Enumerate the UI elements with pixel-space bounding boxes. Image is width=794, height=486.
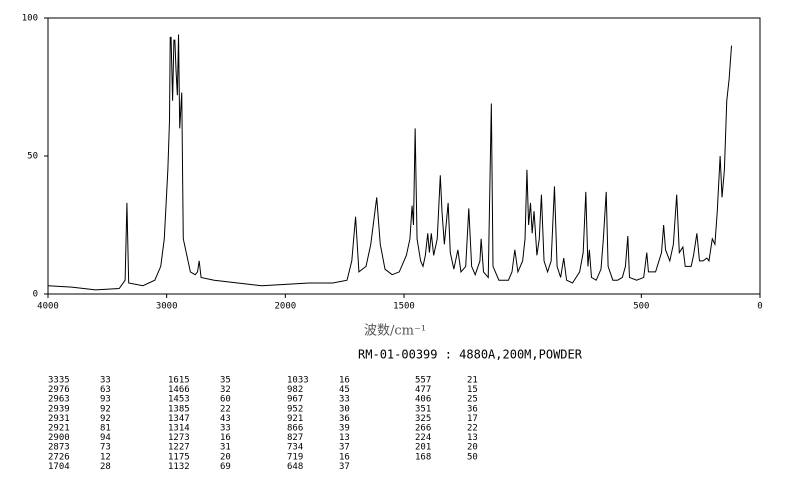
peak-intensity: 92 <box>100 404 111 414</box>
peak-intensity: 13 <box>467 433 478 443</box>
peak-intensity: 33 <box>100 376 111 386</box>
peak-wavenumber: 1615 <box>168 376 190 386</box>
peak-intensity: 43 <box>220 414 231 424</box>
peak-wavenumber: 168 <box>415 452 431 462</box>
peak-intensity: 16 <box>220 433 231 443</box>
peak-wavenumber: 1314 <box>168 424 190 434</box>
peak-wavenumber: 477 <box>415 385 431 395</box>
peak-wavenumber: 557 <box>415 376 431 386</box>
peak-wavenumber: 224 <box>415 433 431 443</box>
peak-intensity: 32 <box>220 385 231 395</box>
peak-intensity: 25 <box>467 395 478 405</box>
peak-intensity: 35 <box>220 376 231 386</box>
peak-intensity: 20 <box>220 452 231 462</box>
peak-wavenumber: 2939 <box>48 404 70 414</box>
peak-intensity: 50 <box>467 452 478 462</box>
peak-intensity: 22 <box>220 404 231 414</box>
x-tick-label: 4000 <box>37 302 59 312</box>
peak-intensity: 73 <box>100 443 111 453</box>
peak-wavenumber: 952 <box>287 404 303 414</box>
peak-intensity: 13 <box>339 433 350 443</box>
peak-intensity: 33 <box>339 395 350 405</box>
x-tick-label: 1500 <box>393 302 415 312</box>
peak-wavenumber: 967 <box>287 395 303 405</box>
peak-intensity: 21 <box>467 376 478 386</box>
peak-wavenumber: 266 <box>415 424 431 434</box>
x-axis-label: 波数/cm⁻¹ <box>364 324 426 339</box>
peak-wavenumber: 1227 <box>168 443 190 453</box>
peak-wavenumber: 1466 <box>168 385 190 395</box>
peak-wavenumber: 648 <box>287 462 303 472</box>
peak-intensity: 30 <box>339 404 350 414</box>
peak-wavenumber: 1175 <box>168 452 190 462</box>
peak-intensity: 36 <box>467 404 478 414</box>
peak-intensity: 60 <box>220 395 231 405</box>
peak-wavenumber: 1273 <box>168 433 190 443</box>
peak-intensity: 69 <box>220 462 231 472</box>
peak-wavenumber: 3335 <box>48 376 70 386</box>
peak-wavenumber: 2873 <box>48 443 70 453</box>
peak-intensity: 17 <box>467 414 478 424</box>
peak-wavenumber: 201 <box>415 443 431 453</box>
y-tick-label: 0 <box>33 290 38 300</box>
peak-wavenumber: 1385 <box>168 404 190 414</box>
peak-intensity: 93 <box>100 395 111 405</box>
x-tick-label: 2000 <box>274 302 296 312</box>
peak-wavenumber: 2921 <box>48 424 70 434</box>
peak-intensity: 37 <box>339 443 350 453</box>
peak-intensity: 63 <box>100 385 111 395</box>
peak-wavenumber: 406 <box>415 395 431 405</box>
peak-intensity: 39 <box>339 424 350 434</box>
peak-wavenumber: 719 <box>287 452 303 462</box>
peak-intensity: 16 <box>339 452 350 462</box>
x-tick-label: 0 <box>757 302 762 312</box>
peak-intensity: 36 <box>339 414 350 424</box>
peak-wavenumber: 325 <box>415 414 431 424</box>
peak-wavenumber: 2976 <box>48 385 70 395</box>
peak-intensity: 37 <box>339 462 350 472</box>
subtitle: RM-01-00399 : 4880A,200M,POWDER <box>358 348 583 362</box>
peak-wavenumber: 1453 <box>168 395 190 405</box>
peak-wavenumber: 1033 <box>287 376 309 386</box>
peak-intensity: 45 <box>339 385 350 395</box>
peak-intensity: 16 <box>339 376 350 386</box>
peak-wavenumber: 827 <box>287 433 303 443</box>
peak-intensity: 20 <box>467 443 478 453</box>
peak-wavenumber: 1704 <box>48 462 70 472</box>
peak-wavenumber: 2963 <box>48 395 70 405</box>
peak-wavenumber: 2931 <box>48 414 70 424</box>
peak-intensity: 81 <box>100 424 111 434</box>
peak-wavenumber: 2900 <box>48 433 70 443</box>
peak-wavenumber: 1132 <box>168 462 190 472</box>
peak-wavenumber: 866 <box>287 424 303 434</box>
peak-wavenumber: 921 <box>287 414 303 424</box>
peak-intensity: 31 <box>220 443 231 453</box>
peak-intensity: 12 <box>100 452 111 462</box>
y-tick-label: 100 <box>22 14 38 24</box>
x-tick-label: 3000 <box>156 302 178 312</box>
x-tick-label: 500 <box>633 302 649 312</box>
peak-wavenumber: 351 <box>415 404 431 414</box>
plot-frame <box>47 17 761 295</box>
peak-intensity: 22 <box>467 424 478 434</box>
peak-intensity: 92 <box>100 414 111 424</box>
peak-intensity: 33 <box>220 424 231 434</box>
peak-intensity: 28 <box>100 462 111 472</box>
peak-wavenumber: 2726 <box>48 452 70 462</box>
peak-intensity: 94 <box>100 433 111 443</box>
peak-wavenumber: 1347 <box>168 414 190 424</box>
peak-wavenumber: 734 <box>287 443 303 453</box>
spectrum-line <box>47 34 733 291</box>
peak-wavenumber: 982 <box>287 385 303 395</box>
peak-intensity: 15 <box>467 385 478 395</box>
y-tick-label: 50 <box>27 152 38 162</box>
